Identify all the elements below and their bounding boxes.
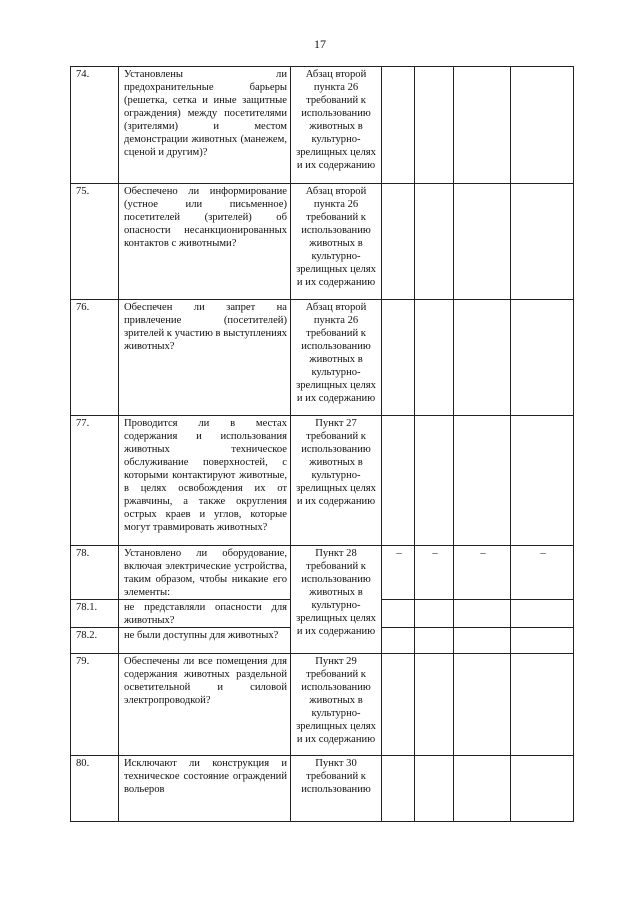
- question-text: Обеспечено ли информирование (устное или…: [118, 183, 291, 300]
- answer-cell[interactable]: [453, 415, 511, 546]
- table-row: 77. Проводится ли в местах содержания и и…: [70, 415, 574, 546]
- table-row: 78.2. не были доступны для животных?: [70, 627, 574, 654]
- answer-cell[interactable]: –: [414, 545, 454, 600]
- item-number: 75.: [70, 183, 119, 300]
- table-row: 78.1. не представляли опасности для живот…: [70, 599, 574, 628]
- answer-cell[interactable]: [381, 755, 415, 822]
- reference-text: Абзац второй пункта 26 требований к испо…: [290, 299, 382, 416]
- page-number: 17: [314, 37, 326, 51]
- answer-cell[interactable]: –: [381, 545, 415, 600]
- answer-cell[interactable]: [510, 415, 574, 546]
- answer-cell[interactable]: [381, 415, 415, 546]
- answer-cell[interactable]: [453, 653, 511, 756]
- answer-cell[interactable]: [453, 627, 511, 654]
- question-text: Обеспечены ли все помещения для содержан…: [118, 653, 291, 756]
- reference-text: Пункт 27 требований к использованию живо…: [290, 415, 382, 546]
- answer-cell[interactable]: [381, 627, 415, 654]
- answer-cell[interactable]: [414, 627, 454, 654]
- item-number: 80.: [70, 755, 119, 822]
- question-text: не были доступны для животных?: [118, 627, 291, 654]
- answer-cell[interactable]: [510, 66, 574, 184]
- answer-cell[interactable]: [414, 755, 454, 822]
- table-row: 78. Установлено ли оборудование, включая …: [70, 545, 574, 654]
- item-number: 77.: [70, 415, 119, 546]
- answer-cell[interactable]: [510, 627, 574, 654]
- answer-cell[interactable]: [414, 66, 454, 184]
- table-row: 80. Исключают ли конструкция и техническо…: [70, 755, 574, 822]
- reference-text: Пункт 29 требований к использованию живо…: [290, 653, 382, 756]
- answer-cell[interactable]: [453, 599, 511, 628]
- answer-cell[interactable]: [510, 755, 574, 822]
- answer-cell[interactable]: [381, 183, 415, 300]
- reference-text: Пункт 30 требований к использованию: [290, 755, 382, 822]
- answer-cell[interactable]: [414, 299, 454, 416]
- answer-cell[interactable]: [381, 653, 415, 756]
- answer-cell[interactable]: [510, 599, 574, 628]
- answer-cell[interactable]: [510, 183, 574, 300]
- question-text: Проводится ли в местах содержания и испо…: [118, 415, 291, 546]
- item-number: 76.: [70, 299, 119, 416]
- item-number: 78.1.: [70, 599, 119, 628]
- answer-cell[interactable]: [414, 183, 454, 300]
- answer-cell[interactable]: –: [453, 545, 511, 600]
- question-text: Обеспечен ли запрет на привлечение (посе…: [118, 299, 291, 416]
- answer-cell[interactable]: [510, 653, 574, 756]
- table-row: 74. Установлены ли предохранительные барь…: [70, 66, 574, 184]
- question-text: не представляли опасности для животных?: [118, 599, 291, 628]
- reference-text: Абзац второй пункта 26 требований к испо…: [290, 66, 382, 184]
- answer-cell[interactable]: [414, 653, 454, 756]
- answer-cell[interactable]: [381, 66, 415, 184]
- item-number: 79.: [70, 653, 119, 756]
- answer-cell[interactable]: [453, 183, 511, 300]
- answer-cell[interactable]: [453, 66, 511, 184]
- reference-text: Абзац второй пункта 26 требований к испо…: [290, 183, 382, 300]
- table-row: 76. Обеспечен ли запрет на привлечение (п…: [70, 299, 574, 416]
- answer-cell[interactable]: [381, 299, 415, 416]
- question-text: Установлено ли оборудование, включая эле…: [118, 545, 291, 600]
- answer-cell[interactable]: [414, 599, 454, 628]
- answer-cell[interactable]: [381, 599, 415, 628]
- table-row: 79. Обеспечены ли все помещения для содер…: [70, 653, 574, 756]
- answer-cell[interactable]: [510, 299, 574, 416]
- item-number: 78.: [70, 545, 119, 600]
- reference-text: Пункт 28 требований к использованию живо…: [290, 545, 382, 654]
- answer-cell[interactable]: [453, 755, 511, 822]
- question-text: Исключают ли конструкция и техническое с…: [118, 755, 291, 822]
- answer-cell[interactable]: –: [510, 545, 574, 600]
- item-number: 78.2.: [70, 627, 119, 654]
- table-row: 75. Обеспечено ли информирование (устное …: [70, 183, 574, 300]
- answer-cell[interactable]: [453, 299, 511, 416]
- question-text: Установлены ли предохранительные барьеры…: [118, 66, 291, 184]
- checklist-table: 74. Установлены ли предохранительные барь…: [70, 66, 574, 822]
- item-number: 74.: [70, 66, 119, 184]
- answer-cell[interactable]: [414, 415, 454, 546]
